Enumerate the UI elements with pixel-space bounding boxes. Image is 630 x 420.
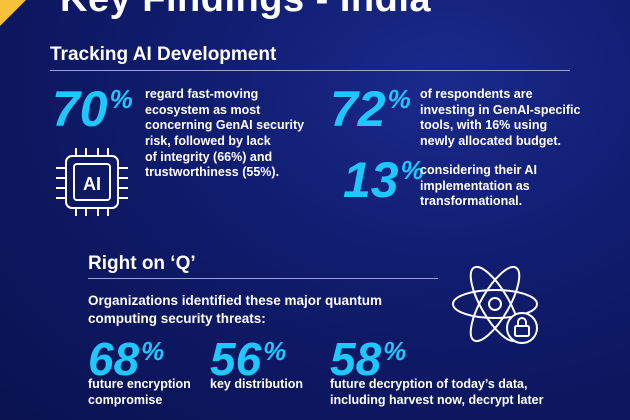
ai-chip-label: AI <box>83 174 101 194</box>
stat-72-text: of respondents are investing in GenAI-sp… <box>420 87 581 148</box>
stat-70-value: 70% <box>52 81 133 137</box>
stat-58-text: future decryption of today’s data, inclu… <box>330 377 544 407</box>
stat-68-text: future encryption compromise <box>88 377 191 407</box>
stat-70-text: regard fast-moving ecosystem as most con… <box>145 87 305 180</box>
ai-chip-icon: AI <box>56 148 128 216</box>
atom-lock-icon <box>452 265 538 344</box>
stat-68-value: 68% <box>88 333 165 385</box>
quantum-intro: Organizations identified these major qua… <box>88 293 383 326</box>
stat-72-value: 72% <box>330 81 411 137</box>
corner-accent <box>0 0 26 26</box>
section-title-ai: Tracking AI Development <box>50 44 277 65</box>
stat-13-text: considering their AI implementation as t… <box>420 163 537 209</box>
page-title: Key Findings - India <box>60 0 431 21</box>
stat-58-value: 58% <box>330 333 407 385</box>
stat-13-value: 13% <box>343 152 424 208</box>
section-divider <box>50 70 570 71</box>
section-title-quantum: Right on ‘Q’ <box>88 253 196 274</box>
stat-56-text: key distribution <box>210 377 304 391</box>
section-divider <box>88 278 438 279</box>
stat-56-value: 56% <box>210 333 287 385</box>
